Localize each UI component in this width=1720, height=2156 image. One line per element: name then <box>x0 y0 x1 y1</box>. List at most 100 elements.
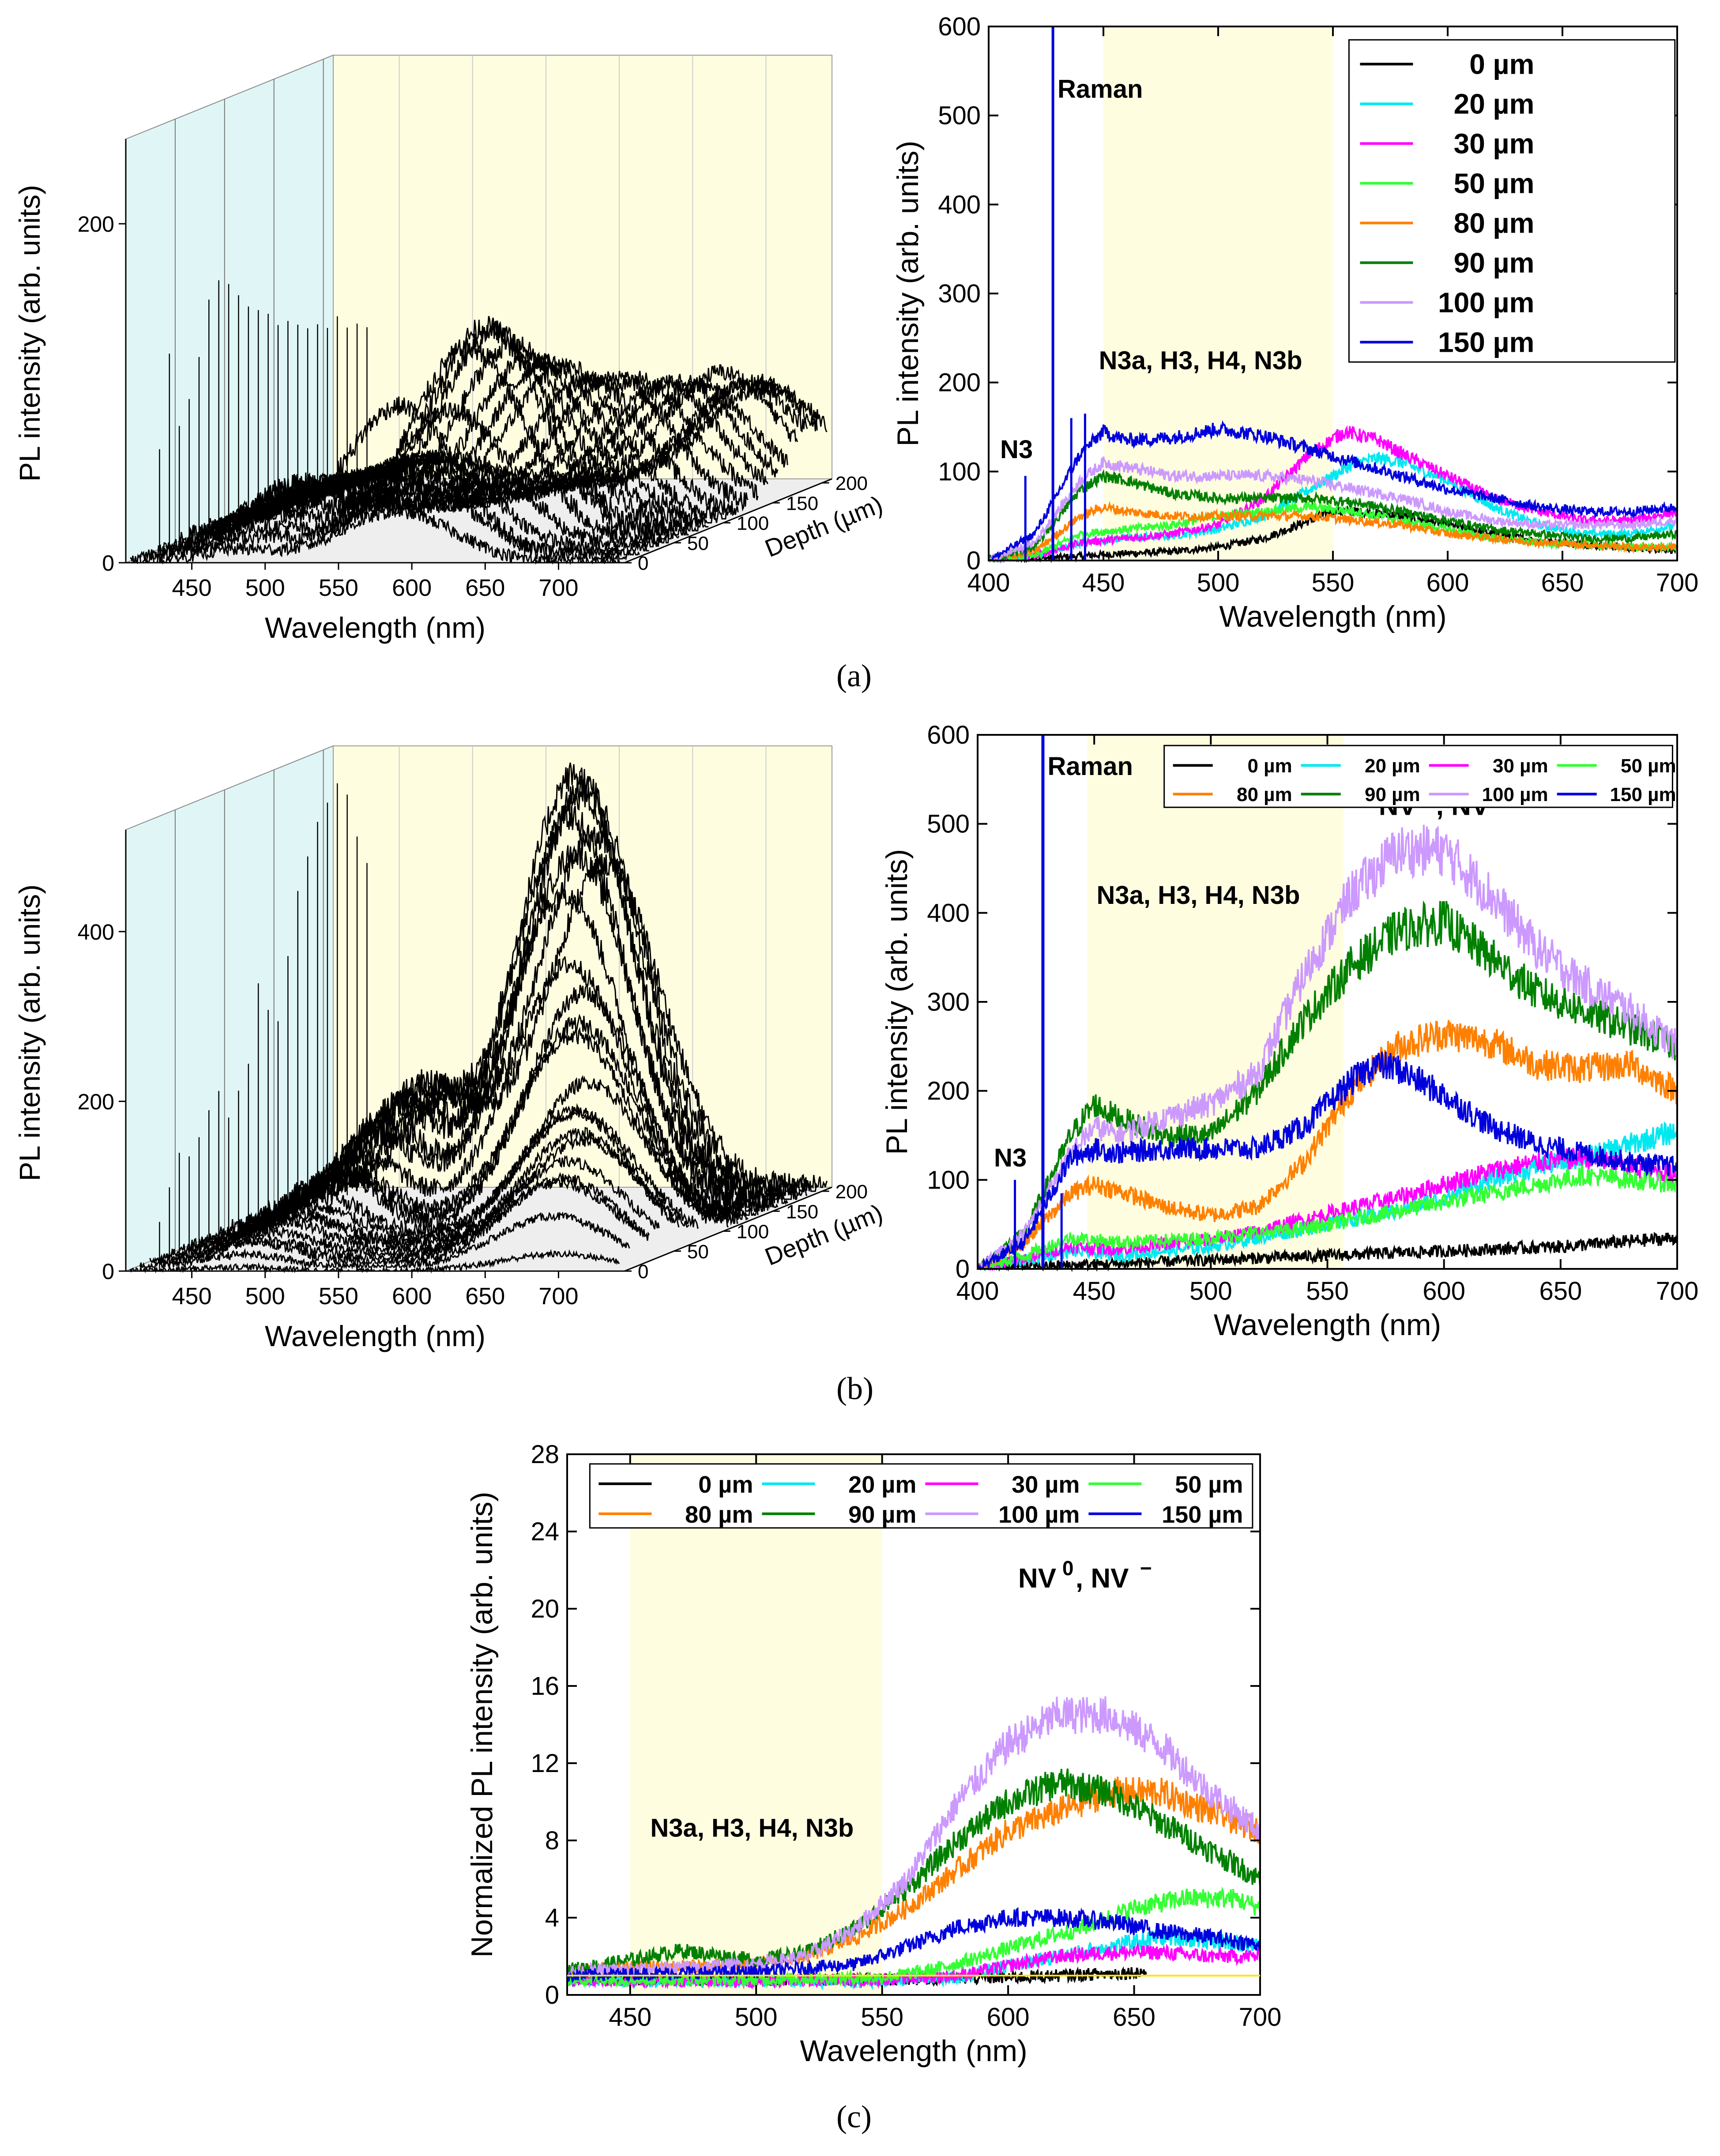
z-tick-label: 100 <box>737 1221 769 1243</box>
spectrum-line <box>150 479 640 557</box>
legend-label: 50 µm <box>1621 755 1676 777</box>
raman-annotation: Raman <box>1058 75 1143 103</box>
x-tick-label: 700 <box>538 1283 578 1309</box>
z-tick-label: 150 <box>786 493 818 514</box>
x-tick-label: 600 <box>987 2003 1030 2032</box>
y-tick-label: 600 <box>938 12 981 41</box>
z-axis-label: Depth (µm) <box>761 490 886 563</box>
band-annotation: N3a, H3, H4, N3b <box>650 1814 854 1842</box>
y-tick-label: 100 <box>927 1166 970 1194</box>
x-tick-label: 700 <box>1239 2003 1282 2032</box>
y-tick-label: 4 <box>545 1904 559 1932</box>
panel-label-c: (c) <box>836 2099 872 2134</box>
y-tick-label: 600 <box>927 721 970 749</box>
series-line <box>566 1776 1261 1978</box>
spectrum-line <box>228 983 719 1234</box>
x-tick-label: 500 <box>1197 568 1240 597</box>
legend-label: 150 µm <box>1438 326 1534 358</box>
x-tick-label: 650 <box>465 575 505 601</box>
spectrum-line <box>258 956 749 1221</box>
spectrum-line <box>179 1126 670 1254</box>
x-tick-label: 500 <box>1189 1277 1232 1306</box>
z-tick-label: 200 <box>836 1181 868 1203</box>
spectrum-line <box>189 1105 680 1249</box>
z-axis-line <box>624 1186 832 1272</box>
series-line <box>978 900 1678 1270</box>
y-tick-label: 400 <box>938 190 981 219</box>
raman-annotation: Raman <box>1048 752 1133 781</box>
nv-label: , NV <box>1076 1563 1129 1594</box>
z-tick-label: 0 <box>638 1261 648 1283</box>
y-tick-label: 200 <box>927 1077 970 1106</box>
y-tick-label: 100 <box>938 457 981 486</box>
series-line <box>988 425 1678 564</box>
n3-annotation: N3 <box>1000 435 1033 464</box>
y-tick-label: 28 <box>531 1440 559 1469</box>
series-line <box>988 501 1678 562</box>
y-tick-label: 200 <box>78 1089 114 1114</box>
x-tick-label: 400 <box>956 1277 999 1306</box>
legend-label: 150 µm <box>1162 1501 1243 1528</box>
y-tick-label: 500 <box>938 102 981 130</box>
x-tick-label: 500 <box>735 2003 778 2032</box>
y-tick-label: 400 <box>927 899 970 927</box>
series-line <box>566 1907 1261 1983</box>
z-tick-label: 100 <box>737 513 769 534</box>
legend-label: 80 µm <box>1237 784 1292 805</box>
legend-box <box>1163 745 1673 808</box>
y-tick-label: 0 <box>956 1255 970 1283</box>
y-tick-label: 20 <box>531 1595 559 1623</box>
legend-label: 30 µm <box>1012 1471 1080 1498</box>
y-axis-label: PL intensity (arb. units) <box>880 849 914 1155</box>
legend-label: 20 µm <box>1365 755 1420 777</box>
legend-label: 50 µm <box>1175 1471 1243 1498</box>
legend: 0 µm 20 µm 30 µm 50 µm 80 µm 90 µm 100 µm 150 µ… <box>1348 39 1676 363</box>
legend-label: 100 µm <box>1482 784 1548 805</box>
shaded-band <box>1087 735 1344 1269</box>
series-line <box>988 451 1678 564</box>
x-tick-label: 450 <box>172 575 212 601</box>
nv-label: NV <box>1018 1563 1056 1594</box>
x-tick-label: 650 <box>465 1283 505 1309</box>
x-tick-label: 600 <box>392 575 432 601</box>
y-axis-label: Normalized PL intensity (arb. units) <box>465 1492 499 1958</box>
x-tick-label: 600 <box>1423 1277 1465 1306</box>
x-tick-label: 650 <box>1539 1277 1582 1306</box>
series-line <box>978 824 1678 1270</box>
series-line <box>977 1051 1678 1271</box>
spectrum-line <box>208 1103 699 1241</box>
y-tick-label: 200 <box>938 369 981 397</box>
x-tick-label: 650 <box>1541 568 1584 597</box>
x-tick-label: 550 <box>1306 1277 1349 1306</box>
x-tick-label: 400 <box>967 568 1010 597</box>
legend-label: 50 µm <box>1454 167 1535 199</box>
spectrum-line <box>159 449 649 553</box>
legend-label: 90 µm <box>1454 247 1535 278</box>
z-tick-label: 50 <box>687 533 709 554</box>
series-line <box>566 1696 1261 1979</box>
x-tick-label: 700 <box>538 575 578 601</box>
legend-label: 30 µm <box>1454 128 1535 159</box>
y-tick-label: 200 <box>78 212 114 237</box>
x-tick-label: 700 <box>1656 568 1699 597</box>
nv-superscript-zero: 0 <box>1062 1557 1074 1580</box>
x-tick-label: 550 <box>319 575 358 601</box>
spectrum-line <box>149 1172 640 1266</box>
band-annotation: N3a, H3, H4, N3b <box>1096 881 1300 910</box>
x-tick-label: 450 <box>609 2003 651 2032</box>
spectrum-line <box>337 853 828 1189</box>
legend-label: 0 µm <box>1247 755 1292 777</box>
y-tick-label: 12 <box>531 1749 559 1778</box>
panel-label-a: (a) <box>836 658 872 693</box>
x-tick-label: 550 <box>1312 568 1355 597</box>
y-tick-label: 300 <box>927 988 970 1016</box>
x-tick-label: 500 <box>245 1283 285 1309</box>
legend: 0 µm 20 µm 30 µm 50 µm 80 µm 90 µm 100 µm 150 µ… <box>1163 745 1676 808</box>
x-axis-label: Wavelength (nm) <box>1219 600 1446 633</box>
x-axis-label: Wavelength (nm) <box>800 2034 1027 2068</box>
x-tick-label: 450 <box>172 1283 212 1309</box>
x-tick-label: 600 <box>392 1283 432 1309</box>
series-line <box>977 1020 1678 1270</box>
legend-label: 20 µm <box>848 1471 916 1498</box>
y-tick-label: 500 <box>927 810 970 839</box>
